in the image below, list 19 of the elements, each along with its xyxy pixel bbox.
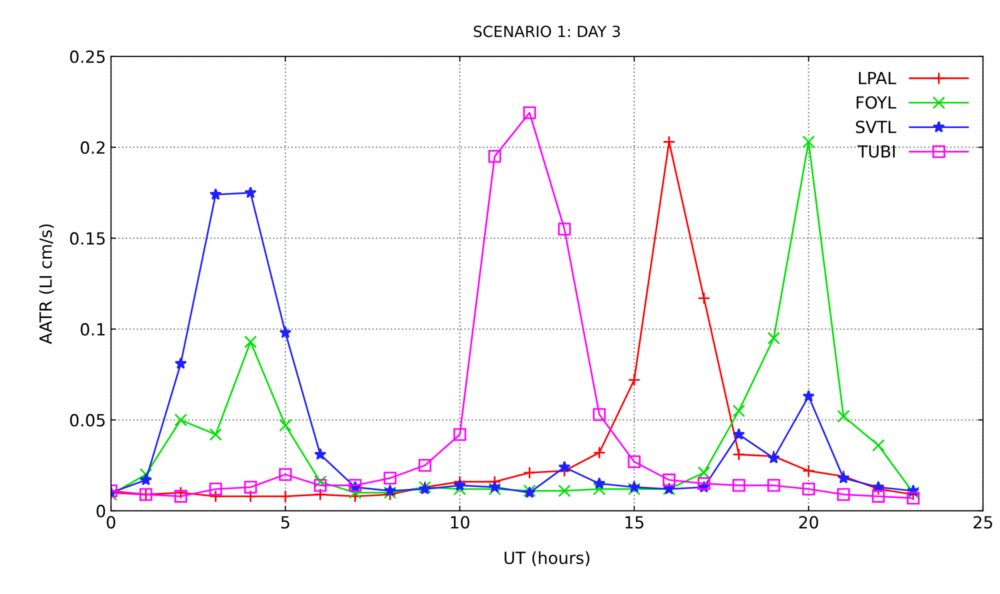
x-tick-label: 20 xyxy=(799,516,818,529)
x-tick-label: 10 xyxy=(451,516,470,529)
y-tick-label: 0.2 xyxy=(80,141,104,154)
y-tick-label: 0.15 xyxy=(70,232,105,245)
x-tick-label: 15 xyxy=(625,516,644,529)
y-tick-label: 0.25 xyxy=(70,50,105,63)
y-axis-title: AATR (LI cm/s) xyxy=(39,224,54,344)
x-tick-label: 0 xyxy=(106,516,116,529)
legend-label: LPAL xyxy=(859,72,896,84)
x-axis-title: UT (hours) xyxy=(504,551,590,566)
chart-title: SCENARIO 1: DAY 3 xyxy=(474,26,620,38)
legend-label: TUBI xyxy=(858,145,895,158)
legend-label: SVTL xyxy=(856,120,896,134)
x-tick-label: 25 xyxy=(974,516,992,529)
y-tick-label: 0 xyxy=(96,504,106,518)
x-tick-label: 5 xyxy=(281,516,290,529)
y-tick-label: 0.05 xyxy=(70,414,105,427)
legend-label: FOYL xyxy=(856,96,896,109)
y-tick-label: 0.1 xyxy=(80,323,105,336)
